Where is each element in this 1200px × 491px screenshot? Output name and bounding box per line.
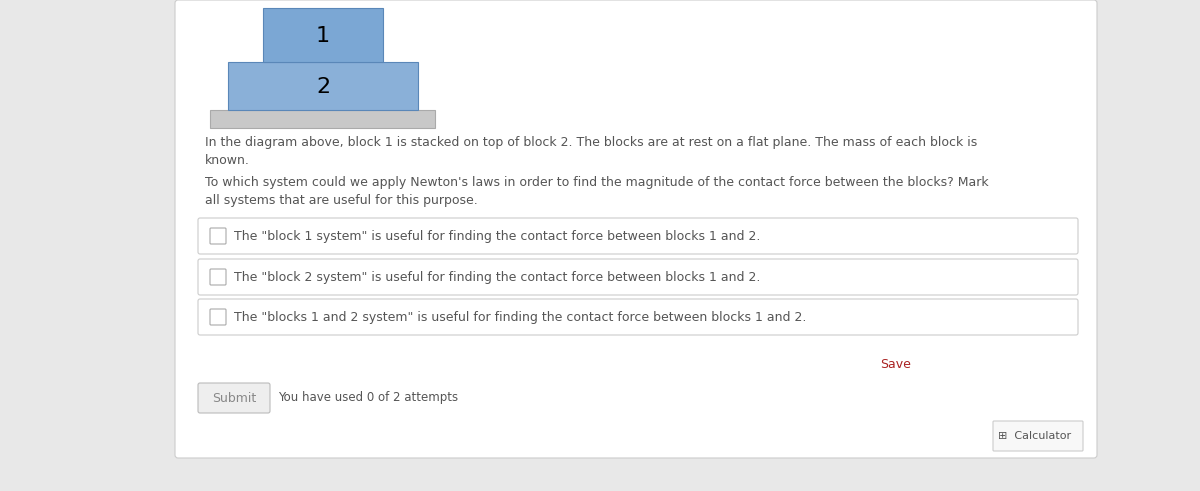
Text: In the diagram above, block 1 is stacked on top of block 2. The blocks are at re: In the diagram above, block 1 is stacked…	[205, 136, 977, 167]
Text: The "blocks 1 and 2 system" is useful for finding the contact force between bloc: The "blocks 1 and 2 system" is useful fo…	[234, 310, 806, 324]
Text: 2: 2	[316, 77, 330, 97]
Text: The "block 2 system" is useful for finding the contact force between blocks 1 an: The "block 2 system" is useful for findi…	[234, 271, 761, 283]
Text: Submit: Submit	[212, 391, 256, 405]
FancyBboxPatch shape	[210, 269, 226, 285]
FancyBboxPatch shape	[198, 218, 1078, 254]
Text: You have used 0 of 2 attempts: You have used 0 of 2 attempts	[278, 391, 458, 405]
Text: To which system could we apply Newton's laws in order to find the magnitude of t: To which system could we apply Newton's …	[205, 176, 989, 207]
FancyBboxPatch shape	[198, 383, 270, 413]
Text: The "block 1 system" is useful for finding the contact force between blocks 1 an: The "block 1 system" is useful for findi…	[234, 229, 761, 243]
Text: 1: 1	[316, 26, 330, 46]
Text: ⊞  Calculator: ⊞ Calculator	[998, 431, 1072, 441]
FancyBboxPatch shape	[210, 309, 226, 325]
FancyBboxPatch shape	[175, 0, 1097, 458]
FancyBboxPatch shape	[210, 228, 226, 244]
FancyBboxPatch shape	[198, 259, 1078, 295]
FancyBboxPatch shape	[994, 421, 1084, 451]
Bar	[210, 110, 436, 128]
Bar	[228, 62, 418, 110]
FancyBboxPatch shape	[198, 299, 1078, 335]
Bar	[263, 8, 383, 62]
Text: Save: Save	[880, 358, 911, 371]
